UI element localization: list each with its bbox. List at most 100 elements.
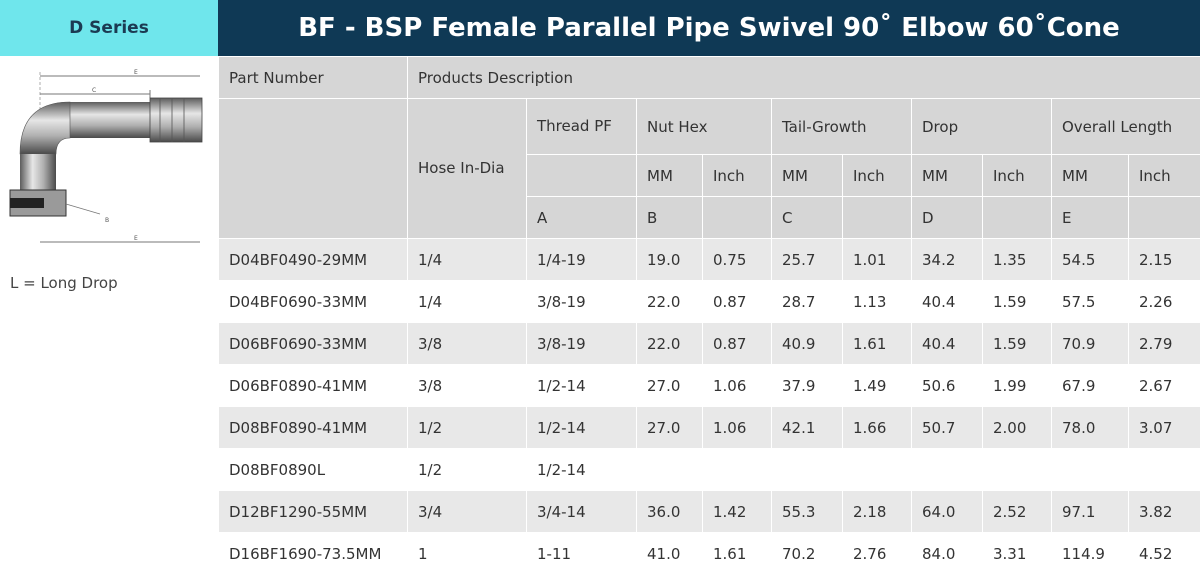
overall-length-inch-cell: 2.15 <box>1127 238 1200 281</box>
tail-growth-inch-cell <box>842 448 912 491</box>
overall-length-mm-cell: 54.5 <box>1051 238 1129 281</box>
tail-growth-inch-cell: 2.76 <box>842 532 912 575</box>
header-letter-e: E <box>1051 196 1129 239</box>
nut-hex-inch-cell: 1.61 <box>702 532 772 575</box>
tail-growth-inch-cell: 2.18 <box>842 490 912 533</box>
header-products-description: Products Description <box>406 56 1200 99</box>
tail-growth-mm-cell: 42.1 <box>771 406 843 449</box>
drop-inch-cell: 1.99 <box>982 364 1052 407</box>
tail-growth-mm-cell: 70.2 <box>771 532 843 575</box>
thread-pf-cell: 3/8-19 <box>526 322 637 365</box>
table-row: D04BF0690-33MM 1/4 3/8-19 22.0 0.87 28.7 1.13 4… <box>218 280 1200 323</box>
part-number-cell: D06BF0690-33MM <box>218 322 408 365</box>
header-blank <box>842 196 912 239</box>
dimension-label-c: C <box>92 87 96 94</box>
overall-length-inch-cell <box>1127 448 1200 491</box>
nut-hex-mm-cell: 22.0 <box>636 280 703 323</box>
overall-length-inch-cell: 2.26 <box>1127 280 1200 323</box>
overall-length-inch-cell: 3.07 <box>1127 406 1200 449</box>
header-nut-hex: Nut Hex <box>636 98 772 155</box>
header-letter-c: C <box>771 196 843 239</box>
nut-hex-mm-cell <box>636 448 703 491</box>
hose-in-dia-cell: 3/4 <box>407 490 527 533</box>
overall-length-mm-cell: 57.5 <box>1051 280 1129 323</box>
header-letter-b: B <box>636 196 703 239</box>
drop-inch-cell <box>982 448 1052 491</box>
part-number-cell: D06BF0890-41MM <box>218 364 408 407</box>
overall-length-mm-cell: 114.9 <box>1051 532 1129 575</box>
hose-in-dia-cell: 3/8 <box>407 364 527 407</box>
nut-hex-mm-cell: 27.0 <box>636 364 703 407</box>
series-label: D Series <box>0 0 218 56</box>
hose-in-dia-cell: 1/2 <box>407 448 527 491</box>
nut-hex-mm-cell: 27.0 <box>636 406 703 449</box>
thread-pf-cell: 1/2-14 <box>526 448 637 491</box>
drop-inch-cell: 1.59 <box>982 322 1052 365</box>
part-number-cell: D04BF0490-29MM <box>218 238 408 281</box>
overall-length-mm-cell: 97.1 <box>1051 490 1129 533</box>
nut-hex-inch-cell <box>702 448 772 491</box>
overall-length-mm-cell <box>1051 448 1129 491</box>
thread-pf-cell: 1/2-14 <box>526 364 637 407</box>
tail-growth-inch-cell: 1.13 <box>842 280 912 323</box>
header-thread-pf: Thread PF <box>526 98 637 155</box>
drop-inch-cell: 1.59 <box>982 280 1052 323</box>
hose-in-dia-cell: 1 <box>407 532 527 575</box>
tail-growth-inch-cell: 1.61 <box>842 322 912 365</box>
part-number-cell: D08BF0890-41MM <box>218 406 408 449</box>
drop-mm-cell: 40.4 <box>911 280 983 323</box>
page-title: BF - BSP Female Parallel Pipe Swivel 90˚… <box>218 0 1200 56</box>
nut-hex-mm-cell: 36.0 <box>636 490 703 533</box>
header-drop-mm: MM <box>911 154 983 197</box>
header-overall-length: Overall Length <box>1050 98 1200 155</box>
long-drop-note: L = Long Drop <box>10 274 118 292</box>
overall-length-mm-cell: 78.0 <box>1051 406 1129 449</box>
header-blank <box>1127 196 1200 239</box>
header-blank <box>982 196 1052 239</box>
header-length-mm: MM <box>1051 154 1129 197</box>
header-tail-inch: Inch <box>842 154 912 197</box>
tail-growth-mm-cell: 40.9 <box>771 322 843 365</box>
tail-growth-mm-cell: 37.9 <box>771 364 843 407</box>
nut-hex-inch-cell: 0.87 <box>702 322 772 365</box>
drop-inch-cell: 2.52 <box>982 490 1052 533</box>
tail-growth-mm-cell: 55.3 <box>771 490 843 533</box>
header-blank <box>702 196 772 239</box>
nut-hex-inch-cell: 1.06 <box>702 406 772 449</box>
nut-hex-inch-cell: 1.42 <box>702 490 772 533</box>
header-letter-d: D <box>911 196 983 239</box>
table-row: D08BF0890-41MM 1/2 1/2-14 27.0 1.06 42.1 1.66 5… <box>218 406 1200 449</box>
header-letter-a: A <box>526 196 637 239</box>
header-nut-mm: MM <box>636 154 703 197</box>
part-number-cell: D16BF1690-73.5MM <box>218 532 408 575</box>
header-length-inch: Inch <box>1127 154 1200 197</box>
tail-growth-mm-cell: 25.7 <box>771 238 843 281</box>
nut-hex-mm-cell: 41.0 <box>636 532 703 575</box>
header-drop-inch: Inch <box>982 154 1052 197</box>
tail-growth-inch-cell: 1.01 <box>842 238 912 281</box>
table-row: D08BF0890L 1/2 1/2-14 <box>218 448 1200 491</box>
part-number-cell: D04BF0690-33MM <box>218 280 408 323</box>
header-hose-in-dia: Hose In-Dia <box>407 98 527 239</box>
nut-hex-inch-cell: 0.87 <box>702 280 772 323</box>
overall-length-inch-cell: 2.67 <box>1127 364 1200 407</box>
tail-growth-mm-cell: 28.7 <box>771 280 843 323</box>
table-row: D16BF1690-73.5MM 1 1-11 41.0 1.61 70.2 2.76 84.… <box>218 532 1200 575</box>
table-row: D06BF0690-33MM 3/8 3/8-19 22.0 0.87 40.9 1.61 4… <box>218 322 1200 365</box>
drop-inch-cell: 2.00 <box>982 406 1052 449</box>
overall-length-inch-cell: 2.79 <box>1127 322 1200 365</box>
swivel-elbow-diagram-icon: E C B E <box>9 69 203 243</box>
table-row: D06BF0890-41MM 3/8 1/2-14 27.0 1.06 37.9 1.49 5… <box>218 364 1200 407</box>
hose-in-dia-cell: 1/4 <box>407 280 527 323</box>
drop-mm-cell: 50.7 <box>911 406 983 449</box>
drop-inch-cell: 1.35 <box>982 238 1052 281</box>
thread-pf-cell: 3/8-19 <box>526 280 637 323</box>
tail-growth-inch-cell: 1.66 <box>842 406 912 449</box>
part-number-cell: D08BF0890L <box>218 448 408 491</box>
table-row: D04BF0490-29MM 1/4 1/4-19 19.0 0.75 25.7 1.01 3… <box>218 238 1200 281</box>
nut-hex-inch-cell: 1.06 <box>702 364 772 407</box>
thread-pf-cell: 3/4-14 <box>526 490 637 533</box>
drop-mm-cell <box>911 448 983 491</box>
thread-pf-cell: 1-11 <box>526 532 637 575</box>
overall-length-mm-cell: 70.9 <box>1051 322 1129 365</box>
